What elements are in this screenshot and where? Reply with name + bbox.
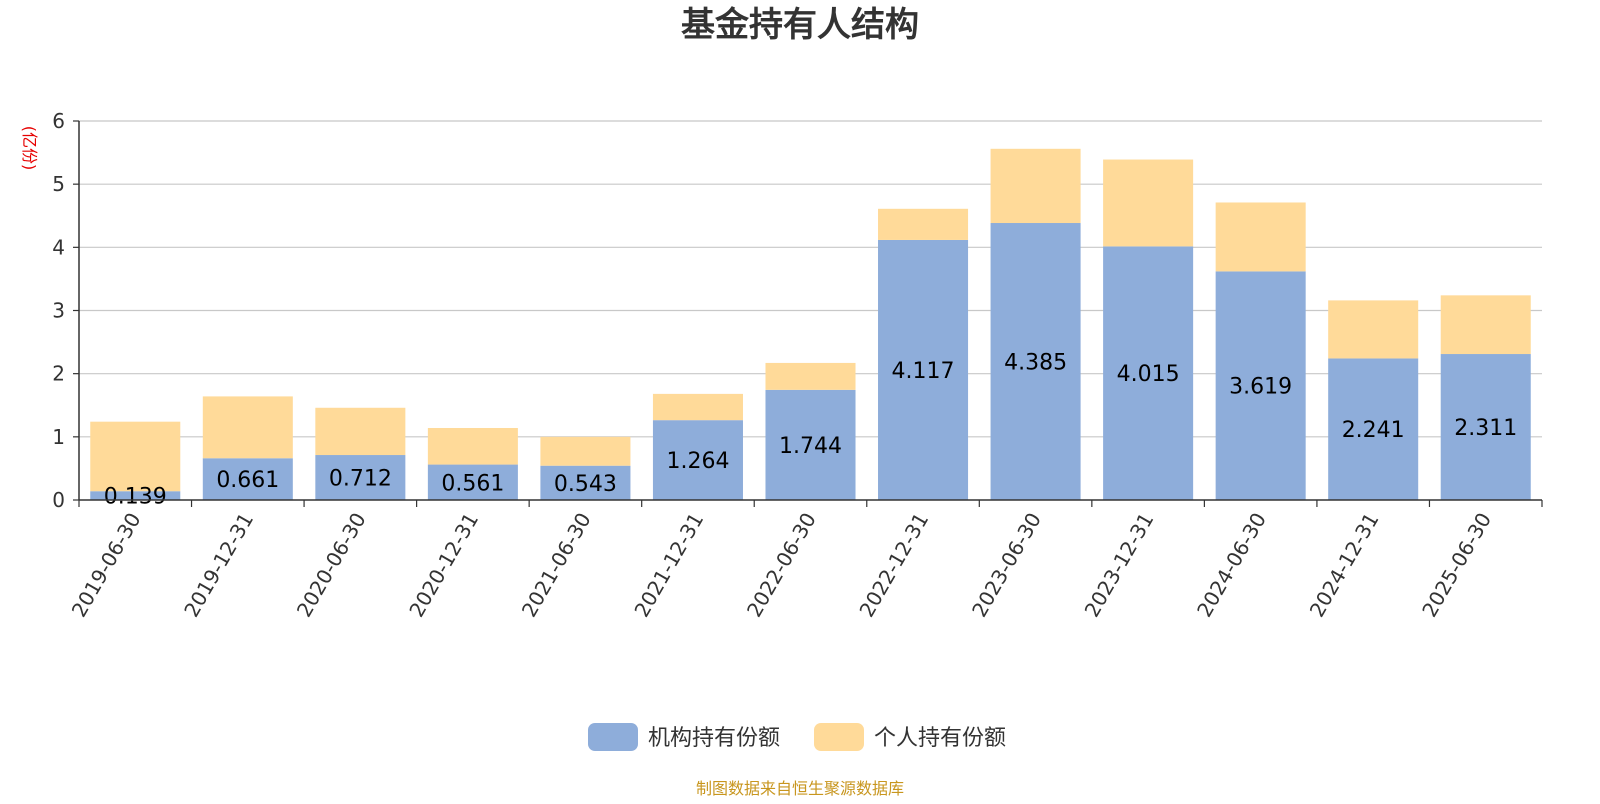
x-tick-label: 2019-12-31 [179,509,258,622]
data-label-institutional: 0.139 [104,485,167,510]
data-source-note: 制图数据来自恒生聚源数据库 [696,779,904,798]
bar-individual [1440,295,1531,355]
x-tick-label: 2023-06-30 [967,509,1046,622]
bar-institutional [990,223,1081,500]
bar-institutional [315,455,406,500]
data-label-institutional: 4.015 [1117,362,1180,387]
bar-individual [652,393,743,421]
bar-institutional [765,389,856,500]
data-label-institutional: 0.712 [329,467,392,492]
y-tick-label: 3 [52,299,65,323]
x-tick-label: 2024-06-30 [1192,509,1271,622]
legend-label-institutional: 机构持有份额 [648,726,780,751]
data-label-institutional: 1.264 [666,449,729,474]
bar-institutional [540,465,631,500]
legend-label-individual: 个人持有份额 [874,726,1006,751]
data-label-institutional: 4.385 [1004,351,1067,376]
bar-individual [90,421,181,492]
bar-individual [315,407,406,456]
x-axis: 2019-06-30 2019-12-31 2020-06-30 2020-12-31… [67,499,1543,622]
bar-individual [202,396,293,459]
bars [90,148,1531,500]
bar-institutional [90,491,181,500]
y-tick-label: 4 [52,235,65,259]
x-tick-label: 2019-06-30 [67,509,146,622]
y-tick-label: 6 [52,109,65,133]
x-tick-label: 2020-12-31 [404,509,483,622]
data-label-institutional: 0.661 [216,468,279,493]
y-tick-label: 5 [52,172,65,196]
x-tick-label: 2024-12-31 [1305,509,1384,622]
y-tick-label: 2 [52,362,65,386]
bar-individual [1328,300,1419,359]
bar-institutional [652,420,743,500]
x-tick-label: 2025-06-30 [1417,509,1496,622]
legend-item-individual[interactable]: 个人持有份额 [814,723,1006,751]
legend-swatch-institutional [588,723,638,751]
bar-institutional [1103,246,1194,500]
data-labels: 0.139 0.661 0.712 0.561 0.543 1.264 1.744 4.117… [104,351,1517,510]
bar-individual [765,362,856,390]
bar-individual [427,427,518,465]
data-label-institutional: 2.241 [1342,418,1405,443]
data-label-institutional: 0.543 [554,472,617,497]
bar-institutional [1328,358,1419,500]
bar-individual [1215,202,1306,272]
data-label-institutional: 0.561 [441,471,504,496]
chart-title: 基金持有人结构 [681,5,919,45]
legend-swatch-individual [814,723,864,751]
bar-individual [990,148,1081,224]
data-label-institutional: 3.619 [1229,375,1292,400]
data-label-institutional: 1.744 [779,434,842,459]
bar-institutional [878,239,969,500]
x-tick-label: 2021-12-31 [629,509,708,622]
x-tick-label: 2022-06-30 [742,509,821,622]
x-tick-label: 2022-12-31 [854,509,933,622]
legend: 机构持有份额 个人持有份额 [588,723,1006,751]
bar-institutional [427,464,518,500]
x-tick-label: 2021-06-30 [517,509,596,622]
data-label-institutional: 4.117 [892,359,955,384]
x-tick-label: 2020-06-30 [292,509,371,622]
y-axis-unit: (亿份) [20,126,39,171]
x-tick-label: 2023-12-31 [1080,509,1159,622]
bar-individual [878,208,969,240]
y-axis: 0 1 2 3 4 5 6 [52,109,80,512]
bar-institutional [1440,354,1531,500]
bar-individual [540,436,631,466]
data-label-institutional: 2.311 [1454,416,1517,441]
y-tick-label: 0 [52,488,65,512]
y-tick-label: 1 [52,425,65,449]
bar-individual [1103,159,1194,247]
bar-institutional [1215,271,1306,500]
bar-institutional [202,458,293,500]
legend-item-institutional[interactable]: 机构持有份额 [588,723,780,751]
